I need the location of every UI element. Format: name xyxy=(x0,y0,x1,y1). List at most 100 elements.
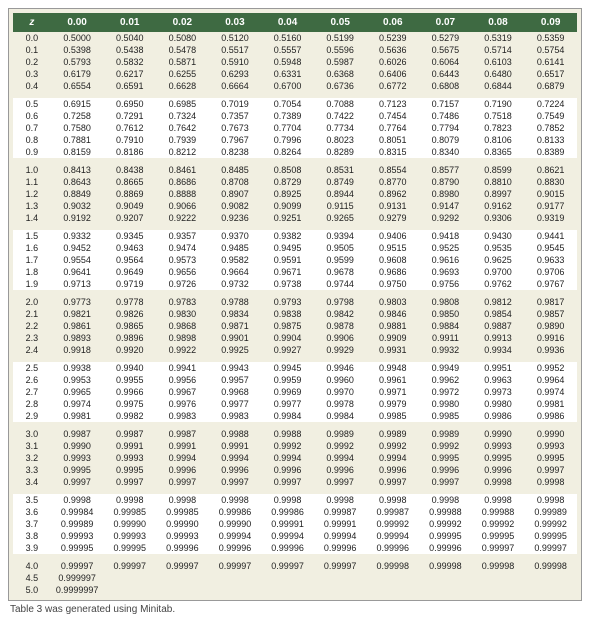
cell: 0.99996 xyxy=(261,542,314,554)
cell: 0.9898 xyxy=(156,332,209,344)
table-row: 2.90.99810.99820.99830.99830.99840.99840… xyxy=(13,410,577,422)
cell: 0.99988 xyxy=(419,506,472,518)
cell: 0.9993 xyxy=(51,452,104,464)
cell: 0.99987 xyxy=(366,506,419,518)
cell: 0.99992 xyxy=(366,518,419,530)
cell: 0.7642 xyxy=(156,122,209,134)
cell: 0.9871 xyxy=(209,320,262,332)
cell: 0.9032 xyxy=(51,200,104,212)
cell: 0.99996 xyxy=(314,542,367,554)
cell: 0.9726 xyxy=(156,278,209,290)
cell: 0.99989 xyxy=(524,506,577,518)
cell: 0.8531 xyxy=(314,164,367,176)
cell: 0.9834 xyxy=(209,308,262,320)
cell: 0.99998 xyxy=(366,560,419,572)
cell: 0.5517 xyxy=(209,44,262,56)
cell: 0.9990 xyxy=(524,428,577,440)
cell: 0.9997 xyxy=(51,476,104,488)
row-z: 3.8 xyxy=(13,530,51,542)
cell: 0.9719 xyxy=(103,278,156,290)
cell: 0.9992 xyxy=(261,440,314,452)
cell: 0.5478 xyxy=(156,44,209,56)
cell: 0.6480 xyxy=(472,68,525,80)
cell xyxy=(209,584,262,596)
cell: 0.9986 xyxy=(472,410,525,422)
row-z: 3.2 xyxy=(13,452,51,464)
cell: 0.7996 xyxy=(261,134,314,146)
cell: 0.7054 xyxy=(261,98,314,110)
row-z: 2.8 xyxy=(13,398,51,410)
cell: 0.9162 xyxy=(472,200,525,212)
cell: 0.9995 xyxy=(524,452,577,464)
cell: 0.7673 xyxy=(209,122,262,134)
row-z: 2.9 xyxy=(13,410,51,422)
cell: 0.8708 xyxy=(209,176,262,188)
cell: 0.8810 xyxy=(472,176,525,188)
cell: 0.9993 xyxy=(472,440,525,452)
cell: 0.8289 xyxy=(314,146,367,158)
table-row: 0.90.81590.81860.82120.82380.82640.82890… xyxy=(13,146,577,158)
cell: 0.7764 xyxy=(366,122,419,134)
cell: 0.7324 xyxy=(156,110,209,122)
cell: 0.9591 xyxy=(261,254,314,266)
cell: 0.9948 xyxy=(366,362,419,374)
cell: 0.9968 xyxy=(209,386,262,398)
cell: 0.9306 xyxy=(472,212,525,224)
row-z: 2.5 xyxy=(13,362,51,374)
cell xyxy=(156,584,209,596)
cell: 0.99995 xyxy=(51,542,104,554)
cell: 0.6985 xyxy=(156,98,209,110)
table-row: 1.20.88490.88690.88880.89070.89250.89440… xyxy=(13,188,577,200)
header-col: 0.02 xyxy=(156,13,209,32)
cell: 0.9911 xyxy=(419,332,472,344)
cell: 0.99998 xyxy=(419,560,472,572)
cell: 0.8438 xyxy=(103,164,156,176)
cell: 0.99997 xyxy=(314,560,367,572)
cell: 0.99998 xyxy=(524,560,577,572)
row-z: 2.3 xyxy=(13,332,51,344)
cell: 0.9846 xyxy=(366,308,419,320)
cell: 0.5359 xyxy=(524,32,577,44)
cell: 0.9049 xyxy=(103,200,156,212)
table-row: 1.90.97130.97190.97260.97320.97380.97440… xyxy=(13,278,577,290)
cell: 0.5557 xyxy=(261,44,314,56)
table-row: 1.50.93320.93450.93570.93700.93820.93940… xyxy=(13,230,577,242)
cell: 0.9967 xyxy=(156,386,209,398)
cell: 0.7967 xyxy=(209,134,262,146)
cell: 0.6443 xyxy=(419,68,472,80)
cell: 0.9996 xyxy=(314,464,367,476)
cell: 0.99985 xyxy=(103,506,156,518)
cell: 0.9406 xyxy=(366,230,419,242)
cell xyxy=(103,584,156,596)
cell: 0.99996 xyxy=(209,542,262,554)
row-z: 1.7 xyxy=(13,254,51,266)
cell: 0.9641 xyxy=(51,266,104,278)
cell: 0.99996 xyxy=(156,542,209,554)
cell: 0.9901 xyxy=(209,332,262,344)
cell: 0.7088 xyxy=(314,98,367,110)
cell: 0.5714 xyxy=(472,44,525,56)
cell: 0.9881 xyxy=(366,320,419,332)
cell: 0.6915 xyxy=(51,98,104,110)
cell: 0.9953 xyxy=(51,374,104,386)
cell: 0.8577 xyxy=(419,164,472,176)
cell: 0.9616 xyxy=(419,254,472,266)
cell: 0.9997 xyxy=(366,476,419,488)
row-z: 1.2 xyxy=(13,188,51,200)
cell: 0.6700 xyxy=(261,80,314,92)
cell: 0.8849 xyxy=(51,188,104,200)
cell: 0.9418 xyxy=(419,230,472,242)
row-z: 3.4 xyxy=(13,476,51,488)
cell: 0.8643 xyxy=(51,176,104,188)
cell: 0.9962 xyxy=(419,374,472,386)
cell: 0.9430 xyxy=(472,230,525,242)
cell xyxy=(261,572,314,584)
cell: 0.8749 xyxy=(314,176,367,188)
cell: 0.9996 xyxy=(366,464,419,476)
cell: 0.9998 xyxy=(366,494,419,506)
cell: 0.9998 xyxy=(472,476,525,488)
cell: 0.5636 xyxy=(366,44,419,56)
cell: 0.9854 xyxy=(472,308,525,320)
cell: 0.99991 xyxy=(261,518,314,530)
cell: 0.9994 xyxy=(314,452,367,464)
